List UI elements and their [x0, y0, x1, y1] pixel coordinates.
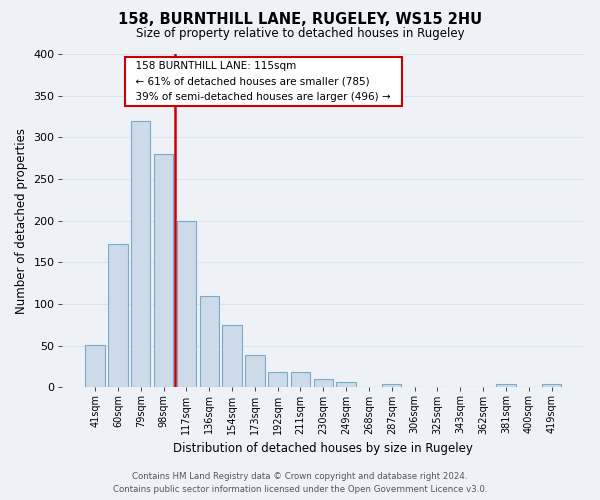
Bar [268, 372, 287, 388]
Bar [245, 355, 265, 388]
Bar [337, 382, 356, 388]
Bar [291, 372, 310, 388]
Bar [176, 220, 196, 388]
Bar [200, 296, 219, 388]
Bar [85, 345, 105, 388]
Text: 158 BURNTHILL LANE: 115sqm  
  ← 61% of detached houses are smaller (785)  
  39: 158 BURNTHILL LANE: 115sqm ← 61% of deta… [130, 60, 397, 102]
Bar [223, 325, 242, 388]
Bar [314, 379, 333, 388]
Bar [382, 384, 401, 388]
Text: 158, BURNTHILL LANE, RUGELEY, WS15 2HU: 158, BURNTHILL LANE, RUGELEY, WS15 2HU [118, 12, 482, 28]
Text: Size of property relative to detached houses in Rugeley: Size of property relative to detached ho… [136, 28, 464, 40]
Bar [154, 154, 173, 388]
Bar [131, 120, 151, 388]
X-axis label: Distribution of detached houses by size in Rugeley: Distribution of detached houses by size … [173, 442, 473, 455]
Bar [542, 384, 561, 388]
Y-axis label: Number of detached properties: Number of detached properties [15, 128, 28, 314]
Bar [496, 384, 515, 388]
Text: Contains HM Land Registry data © Crown copyright and database right 2024.
Contai: Contains HM Land Registry data © Crown c… [113, 472, 487, 494]
Bar [108, 244, 128, 388]
